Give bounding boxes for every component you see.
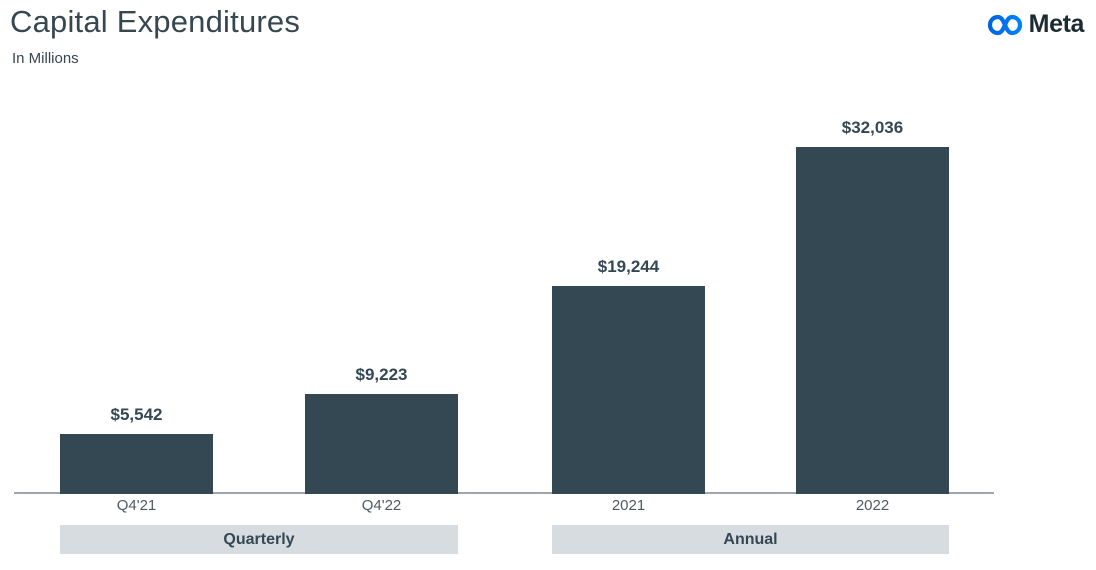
group-band-quarterly: Quarterly	[60, 525, 458, 554]
meta-infinity-icon	[985, 12, 1025, 38]
value-label-2021: $19,244	[597, 257, 660, 276]
meta-wordmark: Meta	[1028, 10, 1085, 38]
tick-label-q422: Q4'22	[361, 497, 402, 514]
tick-label-2021: 2021	[611, 497, 646, 514]
value-label-q421: $5,542	[110, 405, 163, 424]
bar-2022	[796, 147, 949, 494]
tick-label-2022: 2022	[855, 497, 890, 514]
page-title: Capital Expenditures	[10, 4, 301, 39]
value-label-2022: $32,036	[841, 118, 904, 137]
meta-logo: Meta	[985, 10, 1084, 39]
bar-q421	[60, 434, 213, 494]
value-label-q422: $9,223	[355, 365, 408, 384]
bar-q422	[305, 394, 458, 494]
tick-label-q421: Q4'21	[116, 497, 157, 514]
bar-2021	[552, 286, 705, 494]
page-subtitle: In Millions	[12, 50, 79, 67]
x-axis-line	[14, 492, 994, 494]
group-band-annual: Annual	[552, 525, 949, 554]
